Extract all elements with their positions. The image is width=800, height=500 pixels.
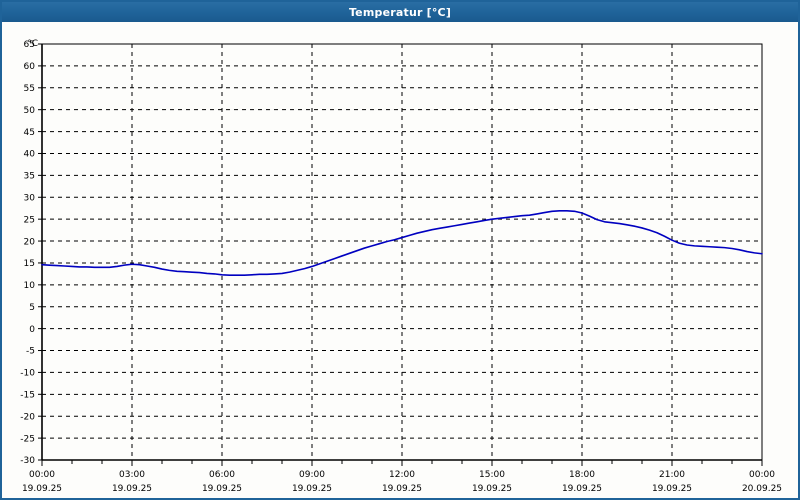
y-axis-tick-label: 65	[24, 40, 35, 50]
x-axis-date-label: 19.09.25	[652, 484, 692, 494]
chart-axes	[38, 43, 763, 466]
y-axis-tick-label: 60	[24, 62, 36, 72]
x-axis-time-label: 15:00	[479, 470, 505, 480]
x-axis-time-label: 00:00	[749, 470, 775, 480]
y-axis-tick-label: -25	[20, 434, 35, 444]
y-axis-tick-label: 5	[29, 303, 35, 313]
y-axis-tick-label: 50	[24, 106, 36, 116]
y-axis-tick-label: -20	[20, 412, 35, 422]
temperature-line-chart: 65605550454035302520151050-5-10-15-20-25…	[20, 39, 782, 494]
window-titlebar: Temperatur [°C]	[2, 2, 798, 22]
x-axis-time-label: 09:00	[299, 470, 325, 480]
y-axis-tick-label: -10	[20, 369, 35, 379]
y-axis-tick-label: 55	[24, 84, 35, 94]
chart-plot-container: 65 60 55 50 45 40 35 30 25 20 15 10 5 0 -5 -10 -15 -20 -25…	[2, 22, 798, 498]
x-axis-time-label: 06:00	[209, 470, 235, 480]
x-axis-date-label: 19.09.25	[202, 484, 242, 494]
x-axis-time-label: 18:00	[569, 470, 595, 480]
x-axis-time-label: 00:00	[29, 470, 55, 480]
x-axis-date-label: 19.09.25	[562, 484, 602, 494]
page-title: Temperatur [°C]	[348, 5, 452, 19]
x-axis-time-label: 03:00	[119, 470, 145, 480]
x-axis-date-label: 19.09.25	[292, 484, 332, 494]
x-axis-time-label: 12:00	[389, 470, 415, 480]
x-axis-tick-labels: 00:00 19.09.25 03:00 19.09.25 06:00 19.09.25 0…	[22, 470, 782, 494]
y-axis-tick-label: -5	[26, 347, 35, 357]
y-axis-tick-label: 15	[24, 259, 35, 269]
y-axis-tick-label: -30	[20, 456, 35, 466]
temperature-series-line	[41, 210, 763, 277]
x-axis-date-label: 19.09.25	[22, 484, 62, 494]
y-axis-tick-label: 20	[24, 237, 36, 247]
y-axis-tick-labels: 65605550454035302520151050-5-10-15-20-25…	[20, 40, 35, 466]
y-axis-tick-label: 35	[24, 172, 35, 182]
y-axis-tick-label: 10	[24, 281, 36, 291]
y-axis-tick-label: 40	[24, 150, 36, 160]
x-axis-date-label: 20.09.25	[742, 484, 782, 494]
chart-gridlines	[42, 43, 762, 461]
y-axis-title: °C	[27, 39, 38, 49]
y-axis-tick-label: 45	[24, 128, 35, 138]
x-axis-time-label: 21:00	[659, 470, 685, 480]
x-axis-date-label: 19.09.25	[382, 484, 422, 494]
y-axis-tick-label: 25	[24, 215, 35, 225]
x-axis-date-label: 19.09.25	[472, 484, 512, 494]
y-axis-tick-label: 30	[24, 193, 36, 203]
y-axis-tick-label: 0	[29, 325, 35, 335]
x-axis-date-label: 19.09.25	[112, 484, 152, 494]
chart-series-lines	[41, 210, 763, 277]
y-axis-tick-label: -15	[20, 391, 35, 401]
